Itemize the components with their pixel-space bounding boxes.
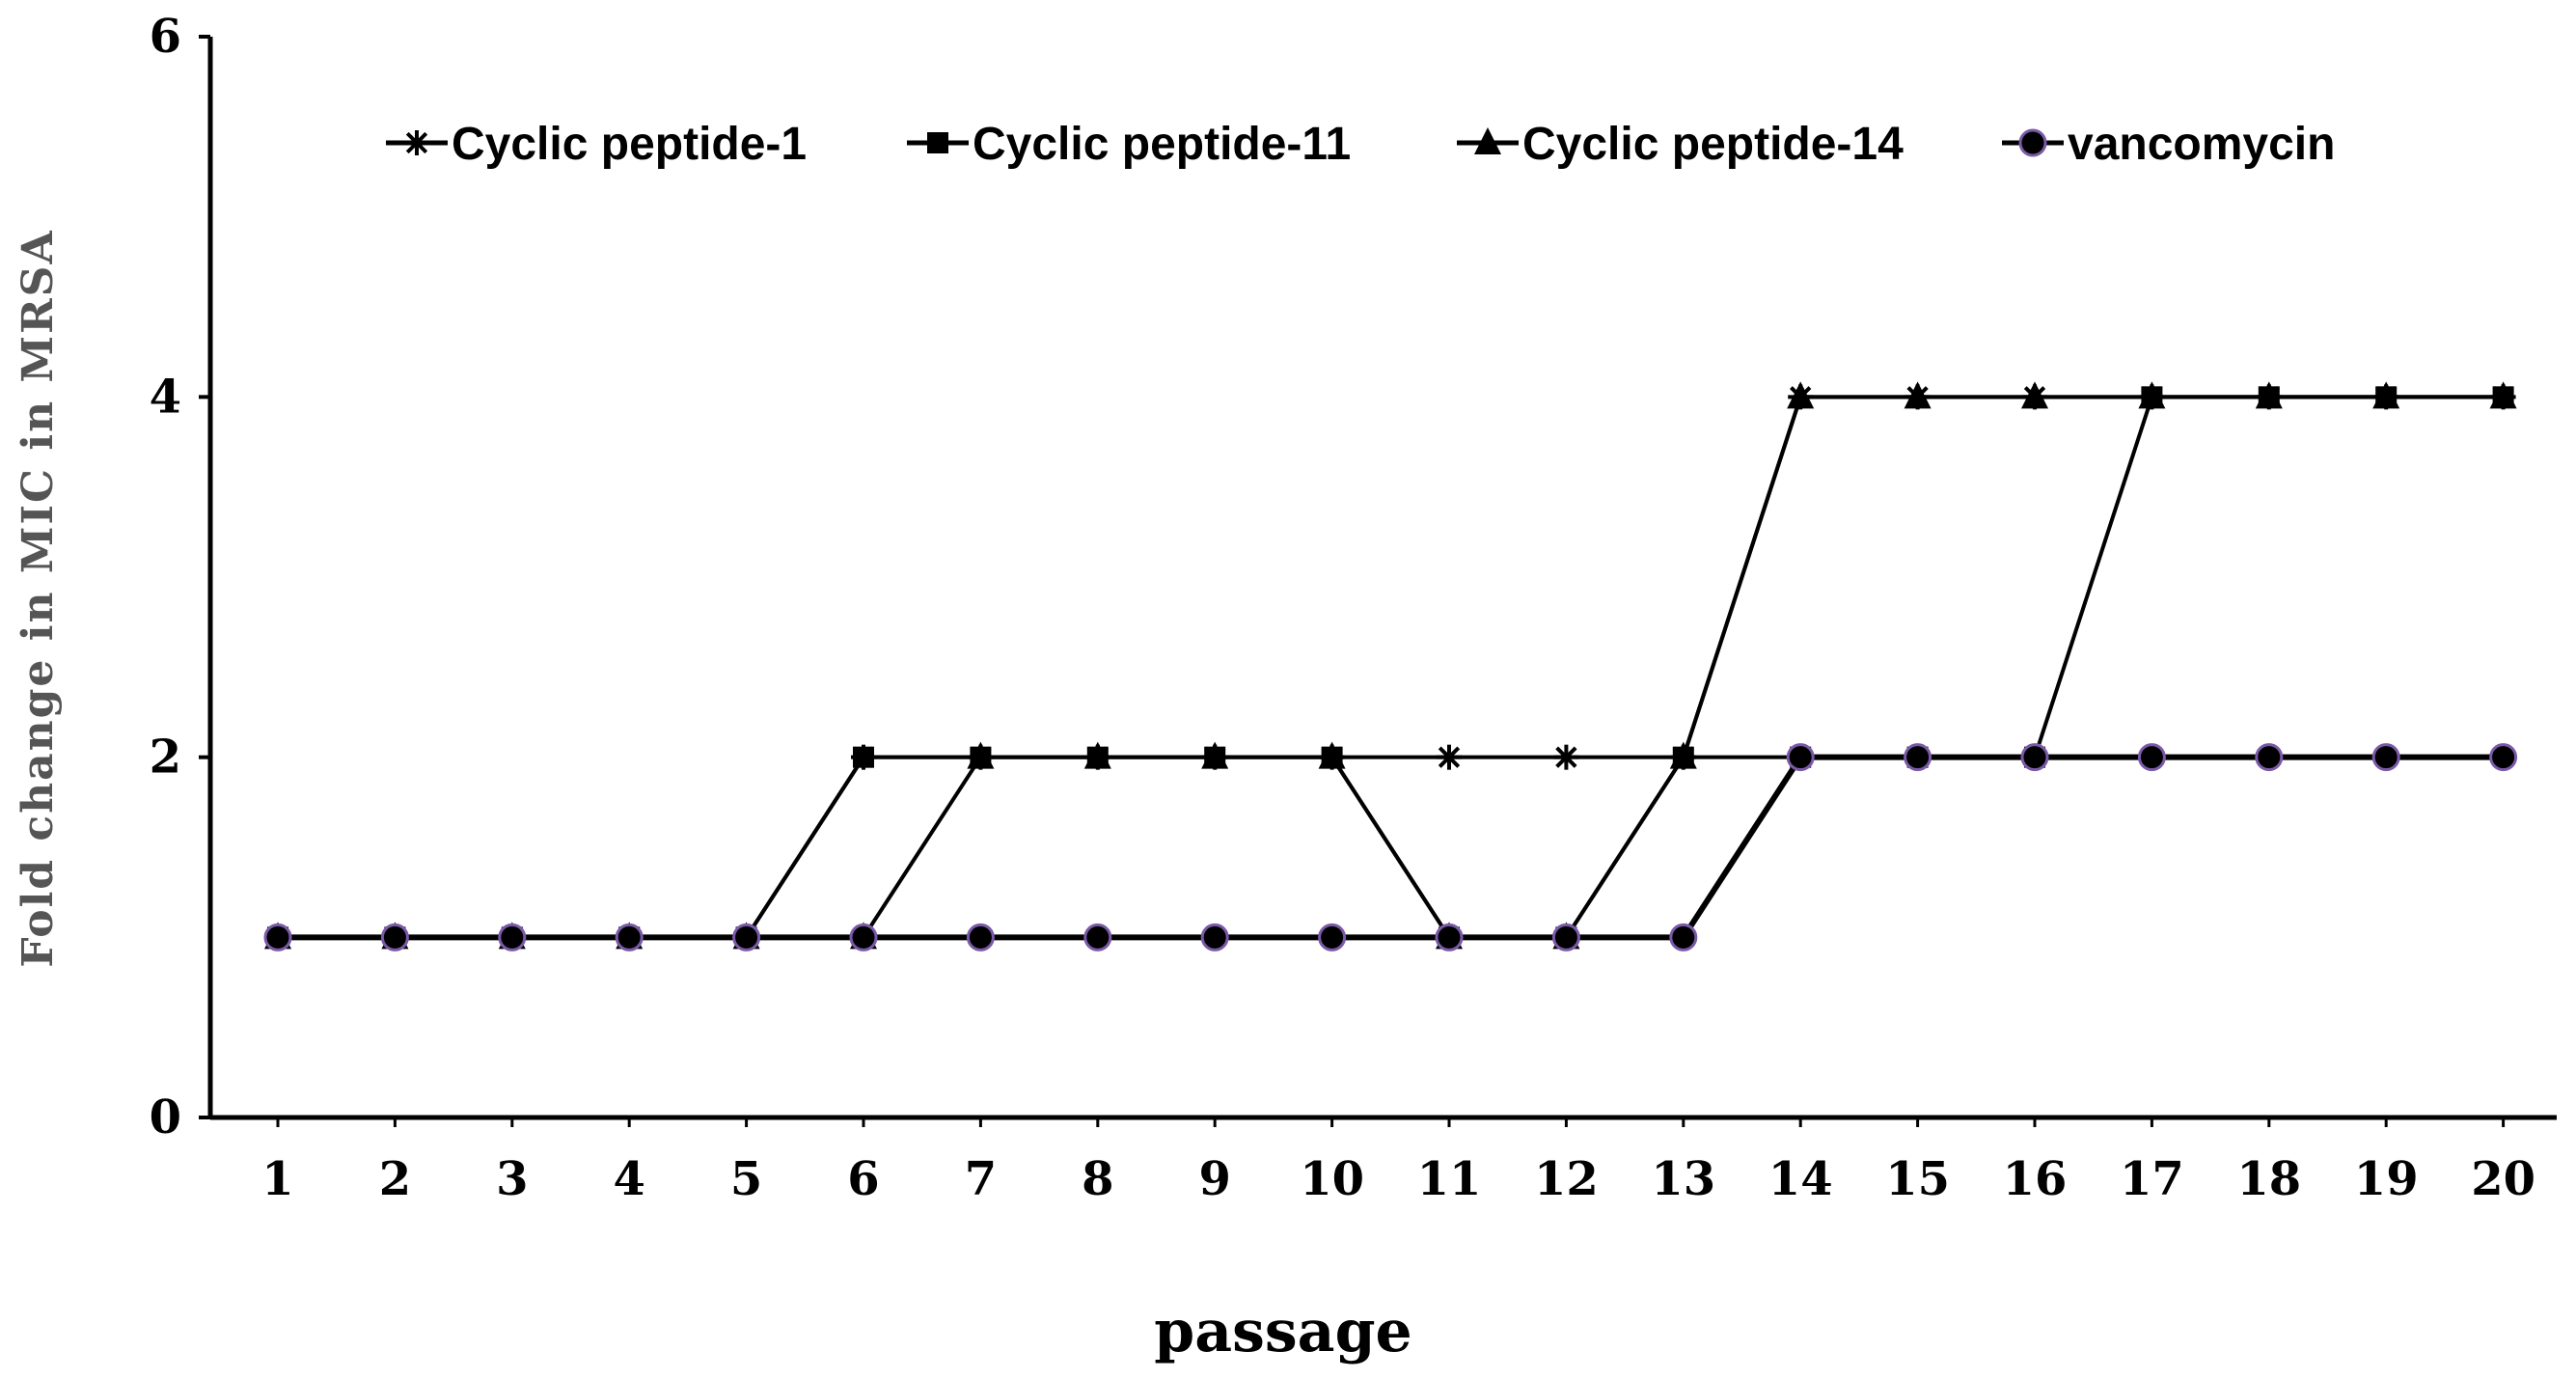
x-tick-label: 12 bbox=[1534, 1152, 1599, 1206]
legend-item: Cyclic peptide-11 bbox=[907, 119, 1351, 170]
x-tick-label: 9 bbox=[1198, 1152, 1230, 1206]
legend-label: vancomycin bbox=[2068, 119, 2335, 170]
y-tick-label: 0 bbox=[150, 1090, 181, 1145]
data-point bbox=[1083, 923, 1112, 952]
x-axis-label: passage bbox=[1154, 1298, 1411, 1365]
x-tick-label: 4 bbox=[613, 1152, 644, 1206]
x-tick-label: 14 bbox=[1768, 1152, 1833, 1206]
data-point bbox=[1435, 923, 1464, 952]
data-point bbox=[2371, 743, 2400, 772]
x-tick-label: 1 bbox=[261, 1152, 293, 1206]
series-line bbox=[278, 395, 2504, 940]
data-point bbox=[2489, 743, 2518, 772]
data-point bbox=[1318, 923, 1347, 952]
x-tick-label: 15 bbox=[1885, 1152, 1950, 1206]
series-square bbox=[267, 386, 2514, 949]
data-point bbox=[1669, 923, 1698, 952]
data-point bbox=[615, 923, 644, 952]
series-line bbox=[278, 395, 2504, 940]
data-point bbox=[380, 923, 409, 952]
data-point bbox=[498, 923, 527, 952]
data-point bbox=[1551, 923, 1580, 952]
legend: Cyclic peptide-1 Cyclic peptide-11 Cyclic … bbox=[386, 119, 2335, 170]
x-tick-label: 5 bbox=[730, 1152, 762, 1206]
data-point bbox=[967, 741, 995, 769]
data-point bbox=[2021, 381, 2048, 409]
legend-label: Cyclic peptide-1 bbox=[452, 119, 807, 170]
x-tick-label: 20 bbox=[2471, 1152, 2535, 1206]
y-tick-label: 4 bbox=[150, 370, 181, 424]
legend-label: Cyclic peptide-14 bbox=[1522, 119, 1904, 170]
data-point bbox=[853, 746, 874, 768]
x-tick-label: 3 bbox=[496, 1152, 528, 1206]
series-circle bbox=[263, 743, 2518, 952]
data-point bbox=[1904, 743, 1932, 772]
x-tick-label: 2 bbox=[379, 1152, 411, 1206]
x-tick-label: 13 bbox=[1651, 1152, 1715, 1206]
data-point bbox=[1200, 923, 1229, 952]
data-point bbox=[1083, 741, 1111, 769]
data-point bbox=[1904, 381, 1932, 409]
x-tick-label: 6 bbox=[847, 1152, 879, 1206]
x-tick-label: 17 bbox=[2120, 1152, 2184, 1206]
legend-label: Cyclic peptide-11 bbox=[973, 119, 1351, 170]
data-point bbox=[2138, 381, 2166, 409]
series-star bbox=[265, 384, 2516, 951]
y-tick-label: 6 bbox=[150, 10, 181, 64]
data-point bbox=[2489, 381, 2517, 409]
data-point bbox=[849, 923, 878, 952]
data-point bbox=[1201, 741, 1229, 769]
data-point bbox=[263, 923, 292, 952]
data-point bbox=[966, 923, 995, 952]
x-tick-label: 16 bbox=[2003, 1152, 2068, 1206]
y-tick-label: 2 bbox=[150, 731, 181, 785]
series-line bbox=[278, 754, 2504, 941]
data-point bbox=[1786, 743, 1815, 772]
y-axis-label: Fold change in MIC in MRSA bbox=[14, 229, 63, 967]
data-point bbox=[2372, 381, 2400, 409]
data-point bbox=[2255, 743, 2284, 772]
data-point bbox=[1787, 381, 1815, 409]
legend-marker bbox=[2018, 128, 2047, 157]
data-point bbox=[1437, 744, 1462, 770]
series-layer bbox=[263, 381, 2518, 952]
x-tick-label: 10 bbox=[1300, 1152, 1364, 1206]
series-line bbox=[278, 395, 2504, 940]
x-tick-label: 7 bbox=[965, 1152, 997, 1206]
legend-marker bbox=[1474, 127, 1501, 154]
legend-marker bbox=[927, 132, 948, 153]
data-point bbox=[1669, 741, 1697, 769]
data-point bbox=[1318, 741, 1346, 769]
legend-item: Cyclic peptide-1 bbox=[386, 119, 807, 170]
legend-item: vancomycin bbox=[2002, 119, 2335, 170]
legend-marker bbox=[404, 130, 429, 155]
x-tick-label: 18 bbox=[2236, 1152, 2301, 1206]
x-tick-label: 11 bbox=[1417, 1152, 1482, 1206]
legend-item: Cyclic peptide-14 bbox=[1457, 119, 1904, 170]
data-point bbox=[732, 923, 761, 952]
data-point bbox=[2137, 743, 2166, 772]
data-point bbox=[2020, 743, 2049, 772]
data-point bbox=[1553, 744, 1579, 770]
series-triangle bbox=[264, 381, 2517, 950]
data-point bbox=[2255, 381, 2283, 409]
x-tick-label: 19 bbox=[2354, 1152, 2419, 1206]
x-tick-label: 8 bbox=[1082, 1152, 1113, 1206]
